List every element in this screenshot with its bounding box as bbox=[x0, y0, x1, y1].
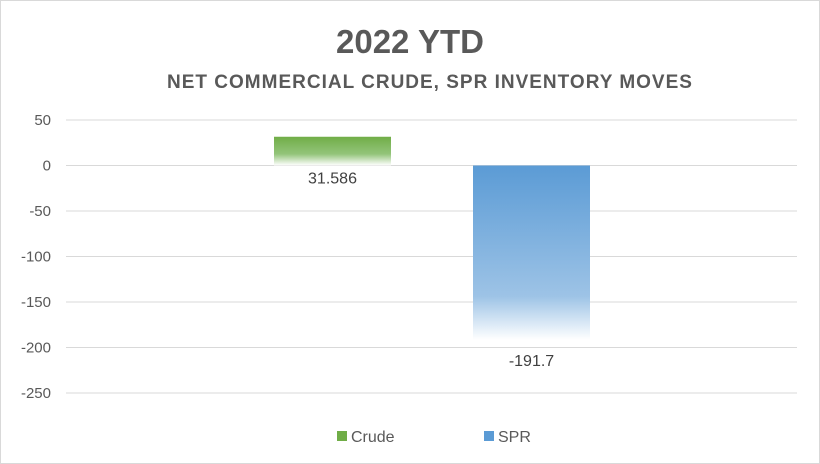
bar-spr bbox=[473, 165, 590, 340]
y-tick-label: -200 bbox=[21, 340, 51, 357]
data-label: 31.586 bbox=[308, 171, 357, 188]
y-tick-label: -250 bbox=[21, 385, 51, 402]
chart-title: 2022 YTD bbox=[336, 23, 484, 60]
y-tick-label: -150 bbox=[21, 294, 51, 311]
legend-swatch-spr bbox=[484, 431, 494, 441]
legend-label: Crude bbox=[351, 429, 395, 446]
y-tick-label: 50 bbox=[34, 112, 51, 129]
y-tick-label: -100 bbox=[21, 249, 51, 266]
legend-label: SPR bbox=[498, 429, 531, 446]
y-tick-label: -50 bbox=[29, 203, 51, 220]
chart-subtitle: NET COMMERCIAL CRUDE, SPR INVENTORY MOVE… bbox=[167, 72, 693, 93]
bar-crude bbox=[274, 136, 391, 166]
y-tick-label: 0 bbox=[43, 158, 51, 175]
data-label: -191.7 bbox=[509, 353, 554, 370]
legend-swatch-crude bbox=[337, 431, 347, 441]
